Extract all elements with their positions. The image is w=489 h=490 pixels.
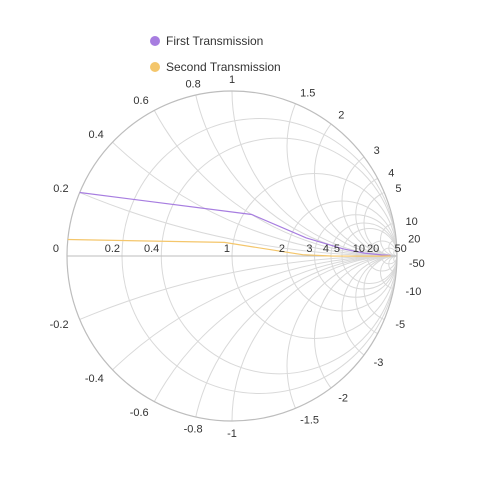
outer-reactance-label: -2 <box>338 393 348 405</box>
reactance-arc <box>341 255 397 367</box>
legend-item-first[interactable]: First Transmission <box>150 28 281 54</box>
axis-tick-label: 50 <box>395 243 407 255</box>
axis-tick-label: 4 <box>323 243 329 255</box>
reactance-arc <box>393 248 397 257</box>
outer-reactance-label: -10 <box>406 286 422 298</box>
reactance-arc <box>121 91 397 257</box>
outer-reactance-label: 0.8 <box>185 78 200 90</box>
outer-reactance-label: 0.6 <box>133 95 148 107</box>
reactance-arc <box>231 255 397 421</box>
reactance-arc <box>393 255 397 264</box>
outer-reactance-label: 0.4 <box>89 129 104 141</box>
outer-reactance-label: 3 <box>374 145 380 157</box>
outer-reactance-label: 1.5 <box>300 88 315 100</box>
outer-reactance-label: -0.4 <box>85 373 104 385</box>
outer-reactance-label: -0.2 <box>50 319 69 331</box>
outer-reactance-label: -0.6 <box>130 407 149 419</box>
legend-marker-first <box>150 36 160 46</box>
reactance-arc <box>380 255 397 290</box>
axis-tick-label: 5 <box>334 243 340 255</box>
legend-label-first: First Transmission <box>166 34 264 48</box>
reactance-arc <box>388 255 397 273</box>
axis-tick-label: 10 <box>353 243 365 255</box>
outer-reactance-label: -3 <box>374 357 384 369</box>
axis-tick-label: 0.4 <box>144 243 159 255</box>
outer-reactance-label: 0.2 <box>53 183 68 195</box>
outer-circle <box>66 90 398 422</box>
series-layer <box>67 191 391 257</box>
axis-tick-label: 3 <box>306 243 312 255</box>
legend-item-second[interactable]: Second Transmission <box>150 54 281 80</box>
axis-labels: 0 0.2 0.4 1 2 3 4 5 10 20 500.20.40.60.8 11.5234510… <box>50 74 425 440</box>
reactance-arc <box>341 145 397 257</box>
outer-reactance-label: 1 <box>229 74 235 86</box>
reactance-arc <box>388 239 397 257</box>
legend-label-second: Second Transmission <box>166 60 281 74</box>
reactance-arc <box>363 189 397 257</box>
outer-reactance-label: -50 <box>409 258 425 270</box>
reactance-arc <box>314 255 397 421</box>
outer-reactance-label: 10 <box>406 216 418 228</box>
outer-reactance-label: -0.8 <box>184 424 203 436</box>
outer-reactance-label: 2 <box>338 109 344 121</box>
axis-tick-label: 0.2 <box>105 243 120 255</box>
reactance-arc <box>380 222 397 257</box>
reactance-arc <box>121 255 397 421</box>
reactance-arc <box>286 255 397 421</box>
chart-legend: First Transmission Second Transmission <box>150 28 281 80</box>
axis-tick-label: 1 <box>224 243 230 255</box>
reactance-arc <box>363 255 397 323</box>
axis-tick-label: 20 <box>367 243 379 255</box>
legend-marker-second <box>150 62 160 72</box>
outer-reactance-label: -1 <box>227 428 237 440</box>
outer-reactance-label: -5 <box>395 319 405 331</box>
outer-reactance-label: 4 <box>388 168 394 180</box>
outer-reactance-label: -1.5 <box>300 414 319 426</box>
reactance-arc <box>355 173 397 257</box>
reactance-arc <box>355 255 397 339</box>
outer-reactance-label: 20 <box>408 233 420 245</box>
reactance-arc <box>314 91 397 257</box>
series-line-1 <box>79 191 391 256</box>
reactance-arc <box>286 91 397 257</box>
series-line-2 <box>67 238 391 257</box>
reactance-arc <box>190 255 397 421</box>
reactance-arc <box>231 91 397 257</box>
axis-tick-label: 0 <box>53 243 59 255</box>
axis-tick-label: 2 <box>279 243 285 255</box>
outer-reactance-label: 5 <box>395 183 401 195</box>
